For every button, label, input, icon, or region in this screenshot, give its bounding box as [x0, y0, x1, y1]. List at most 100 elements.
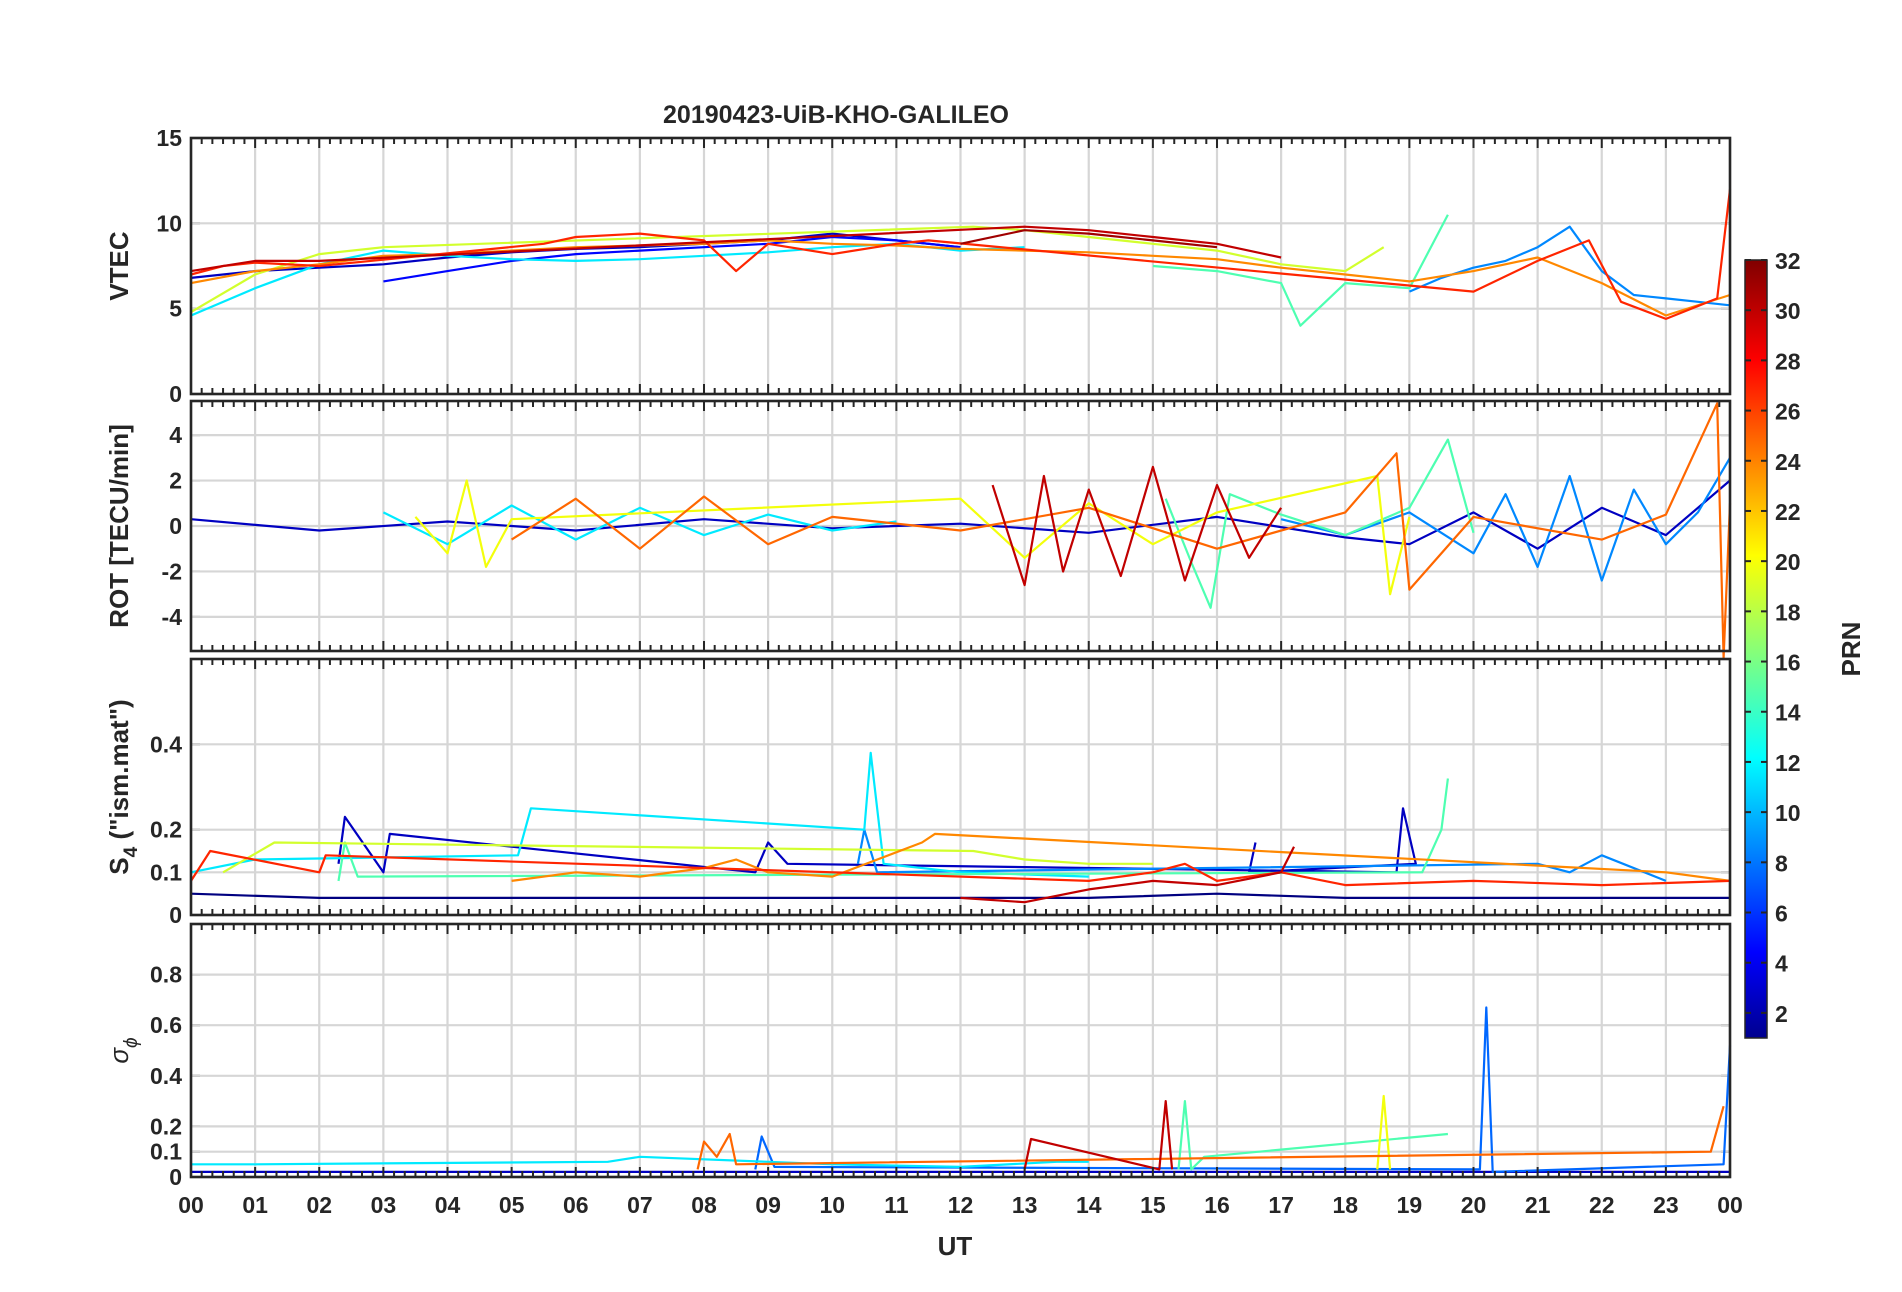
sigma_phi-y-axis-label: σϕ: [104, 1037, 142, 1063]
x-tick-label: 23: [1653, 1192, 1679, 1218]
vtec-series: [190, 189, 1732, 327]
series-line-prn-27: [190, 189, 1732, 320]
y-label-main: σ: [104, 1047, 134, 1064]
colorbar-gradient: [1744, 259, 1768, 1039]
colorbar-tick-label: 4: [1775, 951, 1788, 977]
x-tick-label: 22: [1589, 1192, 1615, 1218]
y-tick-label: 5: [169, 296, 182, 322]
colorbar-tick-label: 6: [1775, 901, 1788, 927]
series-line-prn-30: [190, 225, 1282, 273]
x-tick-label: 21: [1525, 1192, 1551, 1218]
panel-s4: 0.4 0.2 0.1 0 S4 ("ism.mat"): [104, 657, 1732, 928]
x-tick-label: 00: [178, 1192, 204, 1218]
x-tick-label: 02: [306, 1192, 332, 1218]
y-label-subscript: ϕ: [121, 1037, 142, 1048]
colorbar-tick-label: 30: [1775, 298, 1801, 324]
y-tick-label: 0.2: [150, 817, 182, 843]
y-tick-label: 0: [169, 902, 182, 928]
series-line-prn-19: [222, 841, 1153, 874]
x-tick-label: 06: [563, 1192, 589, 1218]
series-line-prn-30: [960, 846, 1295, 904]
x-tick-label: 09: [755, 1192, 781, 1218]
y-tick-label: 4: [169, 422, 182, 448]
colorbar-tick-label: 26: [1775, 399, 1801, 425]
y-tick-label: 0: [169, 513, 182, 539]
colorbar-tick-label: 14: [1775, 700, 1801, 726]
rot-y-axis-label: ROT [TECU/min]: [104, 424, 134, 628]
series-line-prn-15: [1177, 1099, 1449, 1171]
y-tick-label: 0.8: [150, 962, 182, 988]
series-line-prn-15: [1152, 214, 1449, 327]
s4-y-axis-label: S4 ("ism.mat"): [104, 699, 142, 874]
colorbar-tick-label: 28: [1775, 348, 1801, 374]
sigma_phi-minor-ticks: [190, 924, 1731, 1177]
panel-sigma_phi: 0.8 0.6 0.4 0.20.10 σϕ: [104, 922, 1732, 1190]
series-line-prn-9: [1408, 225, 1731, 307]
series-line-prn-20: [1376, 1094, 1392, 1170]
y-tick-label: -2: [162, 558, 182, 584]
y-label-suffix: ("ism.mat"): [104, 699, 134, 846]
s4-series: [190, 751, 1731, 904]
colorbar-tick-label: 12: [1775, 750, 1801, 776]
colorbar-tick-label: 24: [1775, 449, 1801, 475]
y-tick-label: 0.2: [150, 1113, 182, 1139]
s4-minor-ticks: [190, 659, 1731, 915]
x-tick-label: 04: [435, 1192, 461, 1218]
vtec-minor-ticks: [190, 138, 1731, 394]
s4-y-ticks: 0.4 0.2 0.1 0: [150, 731, 1730, 928]
series-line-prn-9: [1280, 457, 1731, 582]
x-tick-label: 10: [819, 1192, 845, 1218]
y-tick-label: 0.6: [150, 1012, 182, 1038]
x-axis-label: UT: [938, 1231, 973, 1261]
x-tick-label: 08: [691, 1192, 717, 1218]
rot-series: [190, 402, 1732, 659]
y-label-subscript: 4: [121, 846, 142, 857]
y-tick-label: -4: [162, 604, 183, 630]
colorbar-label: PRN: [1836, 622, 1866, 677]
x-tick-label: 15: [1140, 1192, 1166, 1218]
y-tick-label: 0.4: [150, 731, 182, 757]
y-tick-label: 0.4: [150, 1063, 182, 1089]
x-tick-label: 11: [884, 1192, 909, 1218]
series-line-prn-5: [383, 235, 961, 283]
colorbar-tick-label: 18: [1775, 599, 1801, 625]
x-tick-label: 03: [371, 1192, 397, 1218]
x-tick-label: 12: [948, 1192, 974, 1218]
x-tick-label: 05: [499, 1192, 525, 1218]
x-tick-label: 19: [1397, 1192, 1423, 1218]
x-tick-labels: 00 01 02 03 04 05 06 07 08 09 10 11 12 13 14 15 16 17 18 19…: [178, 1192, 1743, 1218]
y-tick-label: 0.1: [150, 1139, 182, 1165]
series-line-prn-20: [414, 474, 1411, 596]
colorbar-tick-label: 2: [1775, 1001, 1788, 1027]
y-tick-label: 0.1: [150, 859, 182, 885]
series-line-prn-31: [960, 229, 1218, 249]
panel-vtec: 15 10 5 0 VTEC: [104, 125, 1732, 407]
y-tick-label: 2: [169, 468, 182, 494]
y-label-main: S: [104, 857, 134, 874]
series-line-prn-25: [696, 1105, 1725, 1170]
series-line-prn-30: [991, 465, 1283, 587]
series-line-prn-30: [1023, 1099, 1174, 1171]
colorbar-tick-label: 8: [1775, 850, 1788, 876]
colorbar-ticks: 32 30 28 26 24 22 20 18 16 14 12 10 8 6 4 2: [1745, 248, 1801, 1027]
series-line-prn-19: [190, 225, 1385, 314]
series-line-prn-24: [511, 832, 1731, 882]
panel-rot: 4 2 0 -2 -4 ROT [TECU/min]: [104, 399, 1732, 659]
chart-title: 20190423-UiB-KHO-GALILEO: [663, 101, 1009, 129]
series-line-prn-15: [1164, 438, 1475, 609]
x-tick-label: 00: [1717, 1192, 1743, 1218]
y-tick-label: 10: [156, 210, 182, 236]
colorbar: 32 30 28 26 24 22 20 18 16 14 12 10 8 6 4 2 PRN: [1744, 248, 1866, 1039]
x-tick-label: 14: [1076, 1192, 1102, 1218]
colorbar-tick-label: 10: [1775, 800, 1801, 826]
y-tick-label: 15: [156, 125, 182, 151]
rot-minor-ticks: [190, 401, 1731, 651]
x-tick-label: 17: [1268, 1192, 1294, 1218]
x-tick-label: 20: [1461, 1192, 1487, 1218]
series-line-prn-3: [337, 807, 1417, 874]
x-tick-label: 18: [1332, 1192, 1358, 1218]
colorbar-tick-label: 22: [1775, 499, 1801, 525]
series-line-prn-8: [754, 1006, 1732, 1174]
